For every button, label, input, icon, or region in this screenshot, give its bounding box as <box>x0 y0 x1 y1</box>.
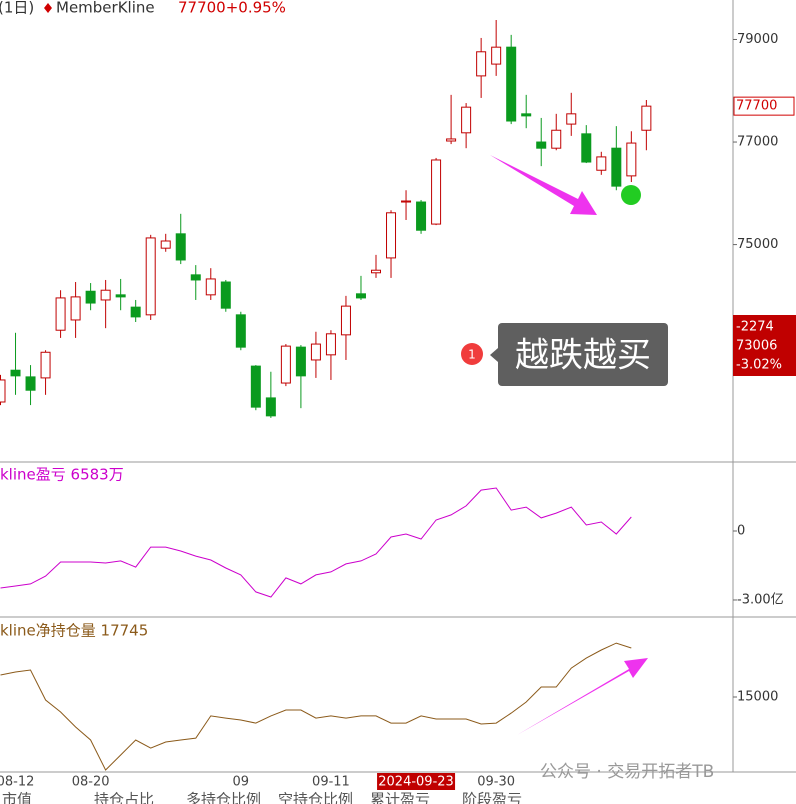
y-tick-label: 15000 <box>737 690 778 705</box>
candle-body <box>295 346 306 377</box>
candle-body <box>25 376 36 391</box>
last-price-label: 77700 <box>736 99 777 114</box>
badge <box>461 343 483 365</box>
candle-body <box>10 369 21 377</box>
footer-tab: 市值 <box>2 791 32 804</box>
candle-body <box>355 293 366 299</box>
candle-body <box>100 289 111 301</box>
candle-body <box>0 379 6 403</box>
x-tick-label: 08-20 <box>72 775 110 790</box>
candle-body <box>280 345 291 384</box>
cursor-date-box <box>377 773 456 790</box>
candle-body <box>401 200 412 203</box>
candle-body <box>205 278 216 296</box>
annotation-text: 越跌越买 <box>515 336 651 376</box>
line-series <box>0 487 632 598</box>
candle-body <box>536 141 547 149</box>
x-tick-label: 09-30 <box>477 775 515 790</box>
footer-tab: 空持仓比例 <box>278 791 353 804</box>
candle-body <box>40 351 51 379</box>
candle-body <box>55 297 66 331</box>
candle-body <box>566 113 577 125</box>
line-series <box>0 642 632 771</box>
candle-body <box>190 274 201 281</box>
badge-label: 1 <box>468 348 476 362</box>
candle-body <box>250 365 261 408</box>
candle-body <box>70 296 81 321</box>
candle-body <box>371 269 381 274</box>
candle-body <box>130 306 141 318</box>
footer-tab: 累计盈亏 <box>370 791 430 804</box>
panel-title: kline净持仓量 17745 <box>0 622 148 640</box>
y-tick-label: 79000 <box>737 32 778 47</box>
cursor-box <box>733 315 796 376</box>
y-tick-label: 77000 <box>737 135 778 150</box>
candle-body <box>476 51 487 77</box>
candle-body <box>235 314 246 348</box>
cursor-box-label: 73006 <box>736 339 777 354</box>
candle-body <box>581 133 592 163</box>
candle-body <box>115 294 126 298</box>
candle-body <box>85 290 96 304</box>
chart-title: (1日) <box>0 0 34 17</box>
annotation-box <box>498 323 668 386</box>
arrow <box>517 658 648 735</box>
candle-body <box>416 201 427 231</box>
panel-title: kline盈亏 6583万 <box>0 466 124 484</box>
x-tick-label: 09 <box>233 775 250 790</box>
watermark: 公众号 · 交易开拓者TB <box>540 762 714 782</box>
candle-body <box>641 105 652 131</box>
candle-body <box>596 156 607 171</box>
candle-body <box>220 281 231 309</box>
cursor-box-label: -3.02% <box>736 358 782 373</box>
annotation-pointer <box>490 348 498 362</box>
y-tick-label: 0 <box>737 523 745 538</box>
candle-body <box>446 138 457 142</box>
candle-body <box>506 46 517 122</box>
last-price-box <box>733 96 795 116</box>
last-change: 77700+0.95% <box>178 0 286 17</box>
candle-body <box>145 237 156 316</box>
candle-body <box>521 113 532 117</box>
candle-body <box>551 129 562 149</box>
cursor-box-label: -2274 <box>736 320 774 335</box>
candle-body <box>340 305 351 336</box>
candle-body <box>310 343 321 361</box>
smiley-icon <box>621 185 641 205</box>
x-tick-label: 2024-09-23 <box>378 775 454 790</box>
candle-body <box>160 240 171 249</box>
candle-body <box>491 46 502 65</box>
diamond-icon <box>44 3 52 13</box>
chart-subtitle: MemberKline <box>56 0 155 17</box>
y-tick-label: -3.00亿 <box>737 592 784 607</box>
x-tick-label: 08-12 <box>0 775 34 790</box>
footer-tab: 多持仓比例 <box>186 791 261 804</box>
candle-body <box>611 147 622 187</box>
arrow <box>490 155 597 215</box>
candle-body <box>175 233 186 261</box>
candle-body <box>325 333 336 356</box>
x-tick-label: 09-11 <box>312 775 350 790</box>
candle-body <box>386 212 397 259</box>
candle-body <box>461 106 472 134</box>
footer-tab: 持仓占比 <box>94 791 154 804</box>
y-tick-label: 75000 <box>737 237 778 252</box>
candle-body <box>265 397 276 417</box>
candle-body <box>431 159 442 225</box>
footer-tab: 阶段盈亏 <box>462 791 522 804</box>
candle-body <box>626 142 637 177</box>
